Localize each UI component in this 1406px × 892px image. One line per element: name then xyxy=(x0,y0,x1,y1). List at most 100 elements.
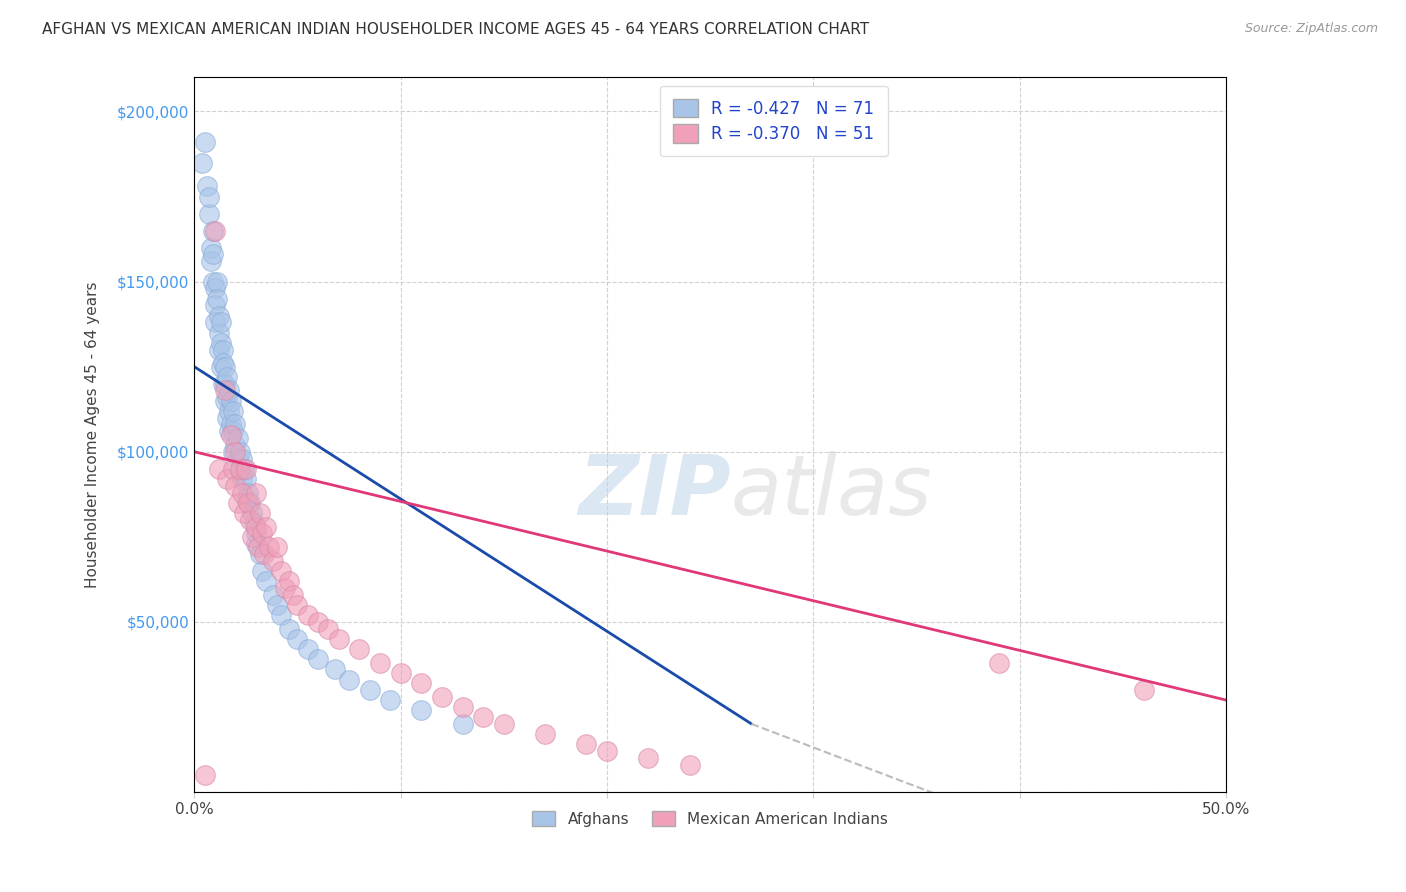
Point xyxy=(224,417,246,432)
Point xyxy=(208,309,231,323)
Point xyxy=(204,298,226,312)
Point xyxy=(451,717,474,731)
Point xyxy=(240,530,263,544)
Point xyxy=(218,404,240,418)
Point xyxy=(283,588,305,602)
Point xyxy=(245,485,267,500)
Point xyxy=(637,751,659,765)
Point xyxy=(236,485,259,500)
Point xyxy=(204,315,226,329)
Point xyxy=(249,506,271,520)
Point xyxy=(200,241,222,255)
Point xyxy=(270,607,292,622)
Point xyxy=(257,540,280,554)
Point xyxy=(193,135,215,149)
Point xyxy=(226,496,249,510)
Point xyxy=(205,275,228,289)
Point xyxy=(209,335,232,350)
Point xyxy=(221,417,243,432)
Point xyxy=(278,574,301,588)
Point xyxy=(226,451,249,466)
Point xyxy=(247,540,270,554)
Point xyxy=(217,390,239,404)
Point xyxy=(214,393,236,408)
Point xyxy=(231,485,253,500)
Point xyxy=(201,247,224,261)
Point xyxy=(411,676,433,690)
Point xyxy=(212,356,235,370)
Point xyxy=(389,665,412,680)
Point xyxy=(323,663,346,677)
Point xyxy=(209,359,232,374)
Point xyxy=(217,410,239,425)
Point xyxy=(224,444,246,458)
Point xyxy=(297,642,319,657)
Point xyxy=(368,656,391,670)
Point xyxy=(208,461,231,475)
Text: Source: ZipAtlas.com: Source: ZipAtlas.com xyxy=(1244,22,1378,36)
Point xyxy=(221,427,243,442)
Point xyxy=(232,461,254,475)
Point xyxy=(240,506,263,520)
Point xyxy=(204,223,226,237)
Point xyxy=(262,588,284,602)
Point xyxy=(270,564,292,578)
Point xyxy=(222,461,245,475)
Point xyxy=(287,598,309,612)
Point xyxy=(239,513,262,527)
Text: AFGHAN VS MEXICAN AMERICAN INDIAN HOUSEHOLDER INCOME AGES 45 - 64 YEARS CORRELAT: AFGHAN VS MEXICAN AMERICAN INDIAN HOUSEH… xyxy=(42,22,869,37)
Point xyxy=(256,574,278,588)
Point xyxy=(988,656,1011,670)
Point xyxy=(231,472,253,486)
Point xyxy=(472,710,495,724)
Point xyxy=(212,343,235,357)
Point xyxy=(256,519,278,533)
Point xyxy=(278,622,301,636)
Point xyxy=(235,472,257,486)
Point xyxy=(217,369,239,384)
Point xyxy=(208,343,231,357)
Point xyxy=(235,492,257,507)
Point xyxy=(307,615,329,629)
Point xyxy=(430,690,453,704)
Point xyxy=(451,699,474,714)
Point xyxy=(243,516,266,531)
Point xyxy=(221,393,243,408)
Point xyxy=(266,598,288,612)
Point xyxy=(328,632,350,646)
Point xyxy=(380,693,402,707)
Point xyxy=(678,757,700,772)
Point xyxy=(349,642,371,657)
Point xyxy=(222,444,245,458)
Point xyxy=(297,607,319,622)
Point xyxy=(287,632,309,646)
Point xyxy=(226,431,249,445)
Point xyxy=(253,547,276,561)
Point xyxy=(197,206,219,220)
Legend: Afghans, Mexican American Indians: Afghans, Mexican American Indians xyxy=(524,803,896,834)
Point xyxy=(228,465,250,479)
Text: atlas: atlas xyxy=(731,451,932,533)
Point xyxy=(193,768,215,782)
Point xyxy=(228,461,250,475)
Point xyxy=(214,376,236,391)
Point xyxy=(218,384,240,398)
Point xyxy=(245,536,267,550)
Point xyxy=(212,376,235,391)
Point xyxy=(204,281,226,295)
Point xyxy=(201,275,224,289)
Point xyxy=(411,703,433,717)
Point xyxy=(252,526,274,541)
Point xyxy=(217,472,239,486)
Point xyxy=(492,717,515,731)
Point xyxy=(201,223,224,237)
Point xyxy=(197,189,219,203)
Point xyxy=(575,737,598,751)
Point xyxy=(266,540,288,554)
Point xyxy=(236,496,259,510)
Point xyxy=(262,553,284,567)
Point xyxy=(359,682,381,697)
Point xyxy=(239,496,262,510)
Point xyxy=(224,438,246,452)
Point xyxy=(252,564,274,578)
